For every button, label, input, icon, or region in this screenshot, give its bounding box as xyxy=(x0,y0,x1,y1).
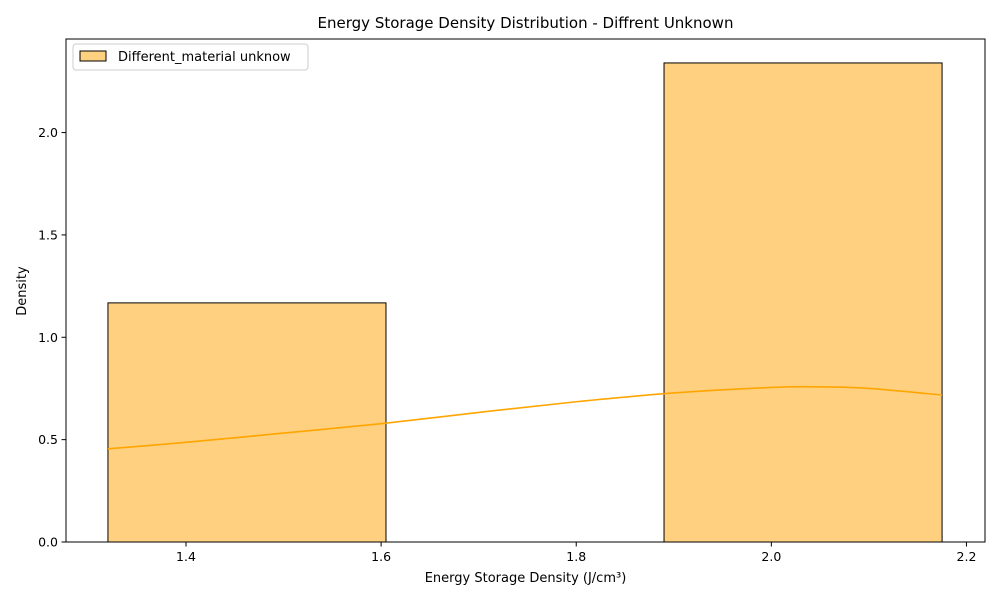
bars-layer xyxy=(107,62,943,543)
y-tick-label: 2.0 xyxy=(38,125,58,140)
kde-layer xyxy=(107,385,943,450)
legend-frame xyxy=(72,43,309,71)
y-axis-label: Density xyxy=(15,266,30,316)
x-axis-label: Energy Storage Density (J/cm³) xyxy=(425,571,627,586)
y-tick-label: 0.5 xyxy=(38,432,58,447)
y-tick-label: 1.5 xyxy=(38,227,58,242)
plot-frame xyxy=(65,38,986,543)
x-tick-label: 2.0 xyxy=(761,549,781,564)
y-tick-label: 1.0 xyxy=(38,330,58,345)
x-tick-label: 1.4 xyxy=(176,549,196,564)
x-tick-label: 2.2 xyxy=(957,549,977,564)
histogram-bar-3 xyxy=(663,62,943,543)
x-tick-label: 1.8 xyxy=(566,549,586,564)
histogram-bar-1 xyxy=(107,302,387,543)
legend-label: Different_material unknow xyxy=(118,50,291,65)
kde-line xyxy=(107,385,943,450)
chart-title: Energy Storage Density Distribution - Di… xyxy=(318,14,734,32)
axes-layer xyxy=(65,38,986,543)
ticks-layer: 1.4 1.6 1.8 2.0 2.2 0.0 0.5 1.0 1.5 2.0 xyxy=(38,125,976,564)
y-tick-label: 0.0 xyxy=(38,535,58,550)
legend-swatch xyxy=(79,50,107,62)
x-tick-label: 1.6 xyxy=(371,549,391,564)
legend: Different_material unknow xyxy=(72,43,309,71)
